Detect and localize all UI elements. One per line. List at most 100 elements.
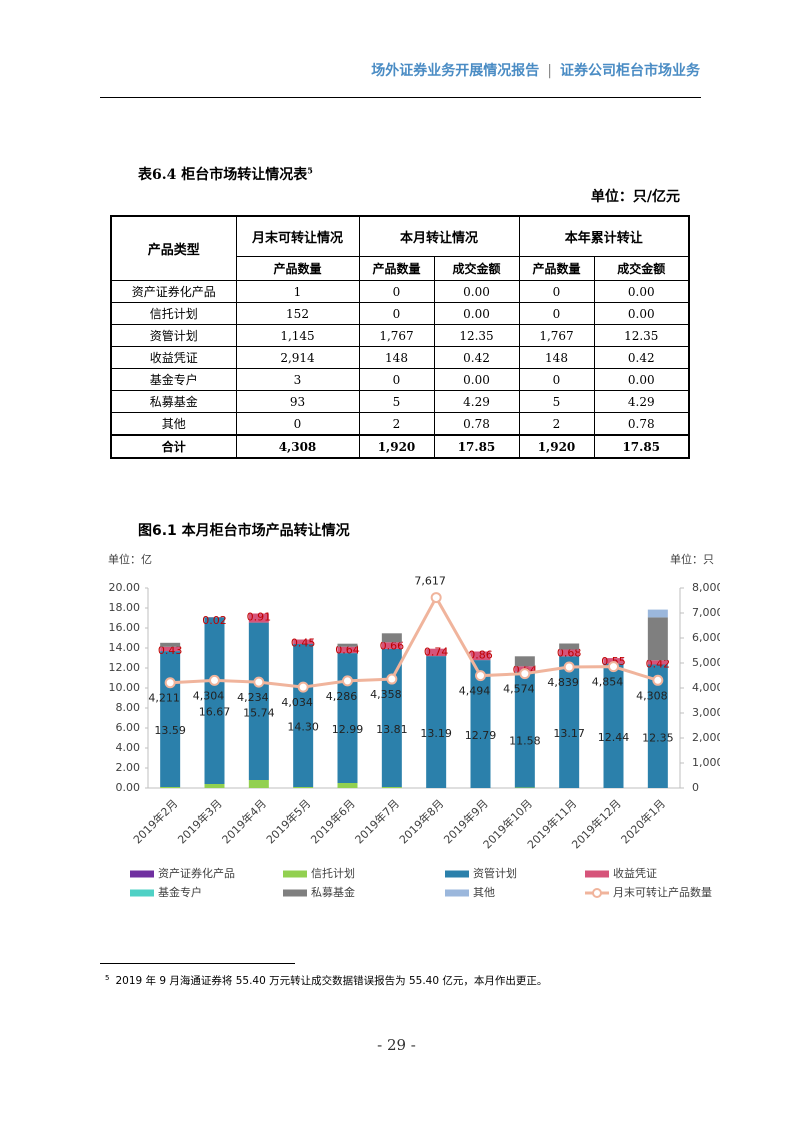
table-row: 资产证券化产品 1 0 0.00 0 0.00 — [110, 280, 690, 303]
line-label: 4,358 — [370, 688, 402, 701]
data-label: 0.66 — [380, 639, 405, 652]
legend-label: 信托计划 — [311, 866, 355, 880]
table-cell: 1,145 — [235, 324, 360, 347]
y2-tick-label: 6,000 — [692, 631, 720, 644]
subheader-cell: 产品数量 — [358, 256, 435, 281]
table-cell: 0 — [358, 368, 435, 391]
table-row: 信托计划 152 0 0.00 0 0.00 — [110, 302, 690, 325]
chart-title: 图6.1 本月柜台市场产品转让情况 — [138, 523, 350, 539]
table-unit: 单位：只/亿元 — [590, 189, 680, 205]
bar-segment — [647, 609, 668, 618]
y-tick-label: 6.00 — [116, 721, 141, 734]
table-cell: 0.78 — [433, 412, 520, 436]
legend-swatch — [130, 870, 154, 878]
table-cell: 152 — [235, 302, 360, 325]
bar-segment — [337, 643, 358, 647]
data-label: 13.17 — [553, 727, 585, 740]
table-cell: 0.00 — [433, 302, 520, 325]
subheader-cell: 产品数量 — [518, 256, 595, 281]
table-row: 资管计划 1,145 1,767 12.35 1,767 12.35 — [110, 324, 690, 347]
y2-tick-label: 2,000 — [692, 731, 720, 744]
x-tick-label: 2019年3月 — [175, 796, 225, 846]
footnote-ref: 5 — [307, 165, 313, 176]
table-cell: 收益凭证 — [110, 346, 237, 369]
table-cell: 其他 — [110, 412, 237, 436]
y2-tick-label: 3,000 — [692, 706, 720, 719]
legend-label: 月末可转让产品数量 — [613, 885, 712, 899]
footnote-text: 2019 年 9 月海通证券将 55.40 万元转让成交数据错误报告为 55.4… — [115, 975, 548, 987]
bar-segment — [603, 658, 624, 664]
table-row: 私募基金 93 5 4.29 5 4.29 — [110, 390, 690, 413]
data-label: 14.30 — [287, 721, 319, 734]
table-cell: 0.78 — [593, 412, 690, 436]
bar-segment — [514, 671, 535, 788]
bar-segment — [559, 643, 580, 650]
line-label: 4,211 — [148, 692, 180, 705]
x-tick-label: 2019年5月 — [263, 796, 313, 846]
table-row: 产品数量 产品数量 成交金额 产品数量 成交金额 — [111, 256, 690, 281]
bar-segment — [293, 639, 314, 644]
table-cell: 17.85 — [593, 434, 690, 459]
data-label: 0.91 — [247, 611, 271, 624]
legend-marker — [592, 888, 602, 898]
legend-swatch — [130, 889, 154, 897]
data-label: 11.58 — [509, 735, 541, 748]
line-marker — [342, 675, 353, 687]
table-cell: 0.00 — [433, 368, 520, 391]
table-cell: 0.42 — [593, 346, 690, 369]
table-cell: 0 — [235, 412, 360, 436]
table-cell: 2 — [358, 412, 435, 436]
bar-segment — [647, 664, 668, 788]
bar-segment — [559, 649, 580, 657]
y2-tick-label: 4,000 — [692, 681, 720, 694]
bar-segment — [381, 787, 402, 788]
bar-segment — [160, 646, 181, 652]
line-label: 4,304 — [193, 689, 225, 702]
table-cell: 12.35 — [433, 324, 520, 347]
y-tick-label: 20.00 — [109, 581, 141, 594]
bar-segment — [426, 656, 447, 788]
table-cell: 基金专户 — [110, 368, 237, 391]
legend-swatch — [283, 889, 307, 897]
line-marker — [430, 592, 442, 604]
table-cell: 0 — [518, 280, 595, 303]
legend-swatch — [445, 889, 469, 897]
subheader-cell: 成交金额 — [433, 256, 520, 281]
legend-label: 私募基金 — [311, 885, 355, 899]
line-label: 4,234 — [237, 691, 268, 704]
table-cell: 合计 — [110, 434, 237, 459]
data-label: 13.59 — [154, 724, 186, 737]
bar-segment — [248, 613, 269, 623]
table-cell: 0.00 — [433, 280, 520, 303]
bar-segment — [293, 787, 314, 788]
bar-segment — [204, 617, 225, 784]
table-cell: 0.42 — [433, 346, 520, 369]
line-marker — [386, 673, 398, 685]
y2-unit: 单位：只 — [670, 552, 714, 566]
table-cell: 0.00 — [593, 302, 690, 325]
table-cell: 0.00 — [593, 280, 690, 303]
table: 产品类型 月末可转让情况 本月转让情况 本年累计转让 产品数量 产品数量 成交金额 产品数量成… — [110, 215, 690, 459]
line-label: 4,839 — [547, 676, 579, 689]
bar-segment — [559, 656, 580, 788]
table-cell: 148 — [518, 346, 595, 369]
table-cell: 5 — [358, 390, 435, 413]
y-tick-label: 14.00 — [109, 641, 141, 654]
table-cell: 私募基金 — [110, 390, 237, 413]
y-tick-label: 4.00 — [116, 741, 141, 754]
table-cell: 4,308 — [235, 434, 360, 459]
table-row: 基金专户 3 0 0.00 0 0.00 — [110, 368, 690, 391]
legend-label: 收益凭证 — [613, 866, 657, 880]
line-marker — [608, 661, 619, 673]
line-marker — [652, 674, 664, 686]
x-tick-label: 2019年4月 — [219, 796, 269, 846]
table-cell: 3 — [235, 368, 360, 391]
table-cell: 1 — [235, 280, 360, 303]
bar-segment — [470, 651, 491, 661]
running-header: 场外证券业务开展情况报告 | 证券公司柜台市场业务 — [371, 63, 700, 79]
line-label: 4,574 — [503, 683, 535, 696]
y-tick-label: 16.00 — [109, 621, 141, 634]
chart: 单位：亿 单位：只 0.00 2.00 4.00 6.00 8.00 10.00 12.00… — [108, 552, 720, 899]
data-label: 12.99 — [332, 723, 364, 736]
